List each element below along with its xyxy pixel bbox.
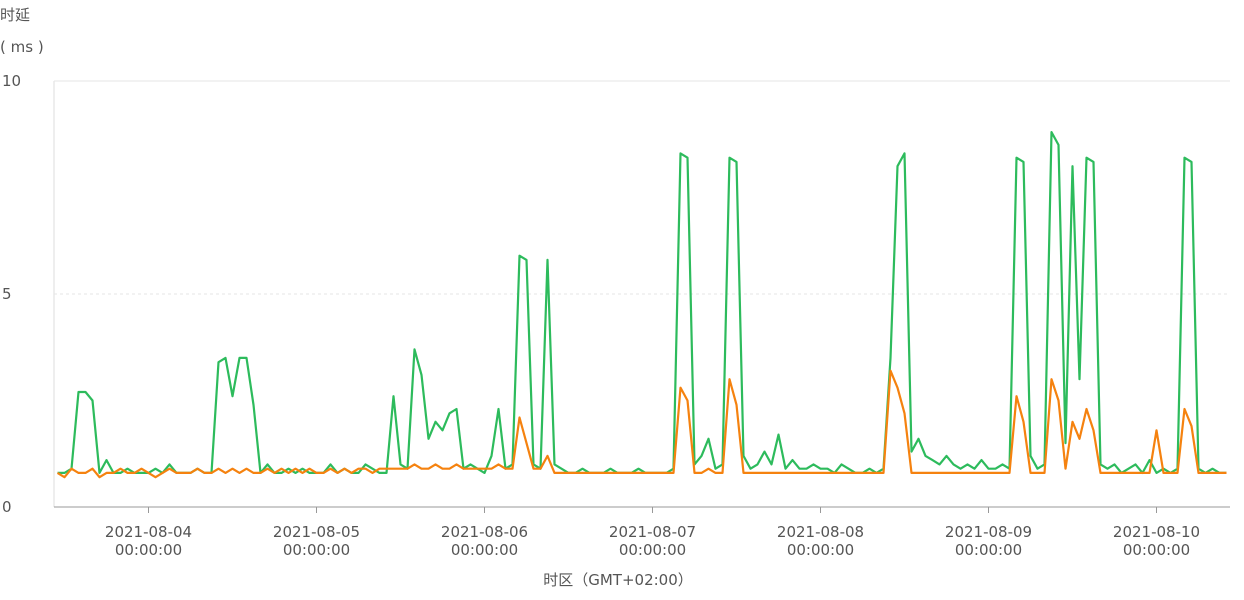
- y-tick-label: 5: [2, 285, 12, 303]
- series-line: [57, 131, 1227, 474]
- series-line: [56, 369, 1227, 479]
- y-axis-unit: ( ms ): [0, 38, 44, 56]
- y-axis-title: 时延: [0, 6, 30, 24]
- x-tick-label: 2021-08-07 00:00:00: [609, 523, 696, 559]
- x-tick-label: 2021-08-09 00:00:00: [945, 523, 1032, 559]
- x-tick-label: 2021-08-05 00:00:00: [273, 523, 360, 559]
- x-axis-title: 时区（GMT+02:00）: [543, 571, 693, 589]
- x-tick-label: 2021-08-08 00:00:00: [777, 523, 864, 559]
- x-tick-label: 2021-08-04 00:00:00: [105, 523, 192, 559]
- y-tick-label: 0: [2, 498, 12, 516]
- x-tick-label: 2021-08-10 00:00:00: [1113, 523, 1200, 559]
- x-tick-label: 2021-08-06 00:00:00: [441, 523, 528, 559]
- y-tick-label: 10: [2, 72, 21, 90]
